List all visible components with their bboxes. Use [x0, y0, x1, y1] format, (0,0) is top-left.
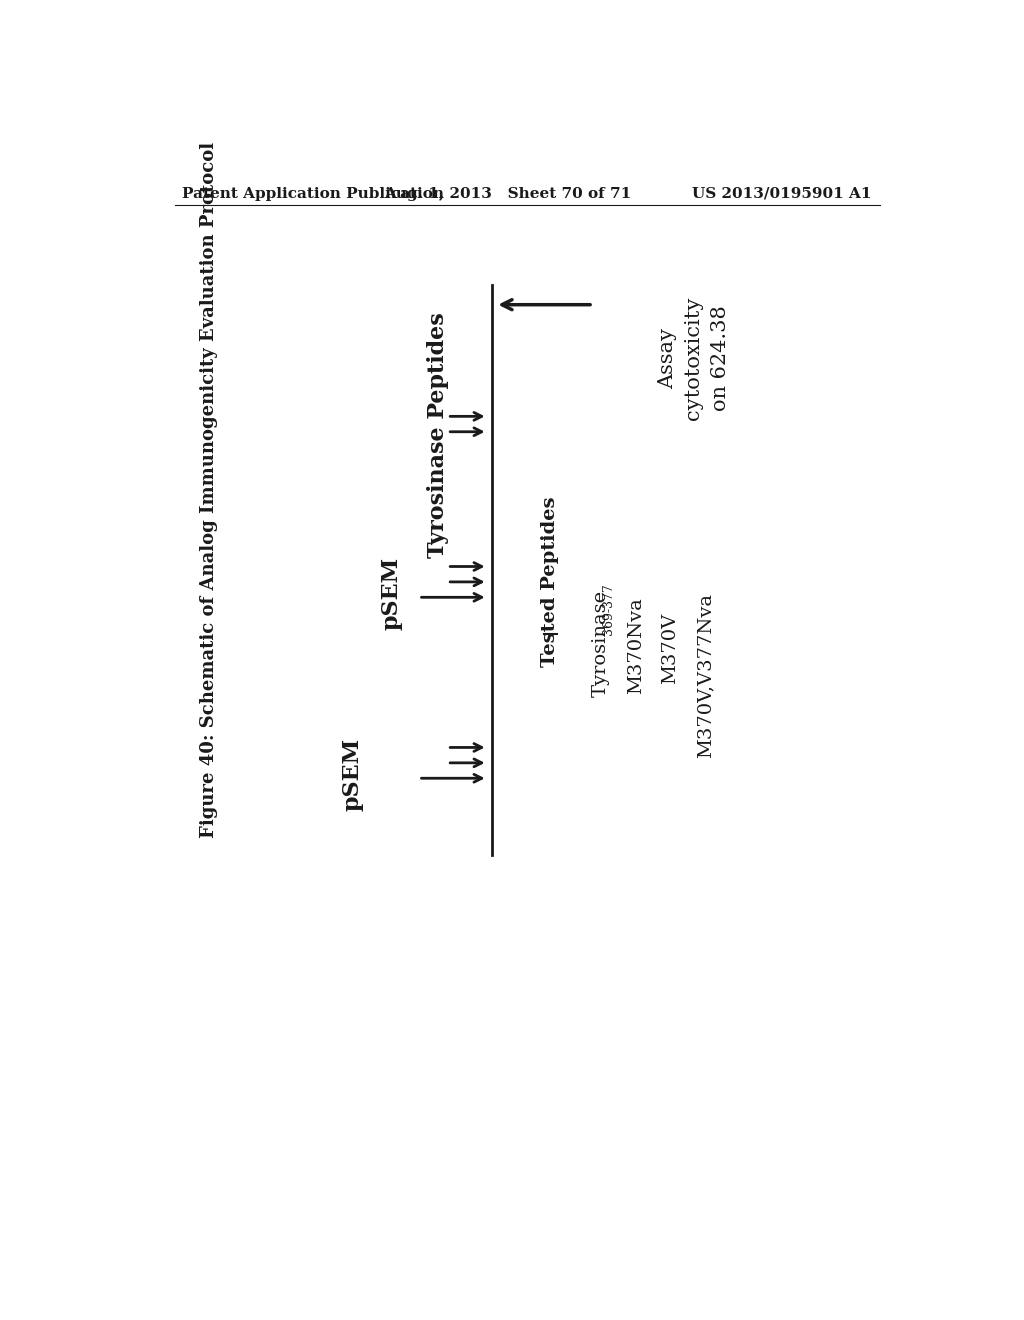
- Text: pSEM: pSEM: [342, 738, 364, 810]
- Text: pSEM: pSEM: [381, 557, 402, 630]
- Text: Tested Peptides: Tested Peptides: [542, 496, 559, 667]
- Text: Tyrosinase Peptides: Tyrosinase Peptides: [427, 313, 449, 558]
- Text: Patent Application Publication: Patent Application Publication: [182, 187, 444, 201]
- Text: Figure 40: Schematic of Analog Immunogenicity Evaluation Protocol: Figure 40: Schematic of Analog Immunogen…: [201, 141, 218, 838]
- Text: M370V,V377Nva: M370V,V377Nva: [696, 594, 715, 759]
- Text: US 2013/0195901 A1: US 2013/0195901 A1: [692, 187, 872, 201]
- Text: Tyrosinase: Tyrosinase: [592, 590, 609, 697]
- Text: Aug. 1, 2013   Sheet 70 of 71: Aug. 1, 2013 Sheet 70 of 71: [384, 187, 632, 201]
- Text: M370Nva: M370Nva: [627, 598, 645, 694]
- Text: Assay
cytotoxicity
on 624.38: Assay cytotoxicity on 624.38: [657, 297, 730, 420]
- Text: 369-377: 369-377: [602, 583, 615, 635]
- Text: M370V: M370V: [662, 612, 680, 684]
